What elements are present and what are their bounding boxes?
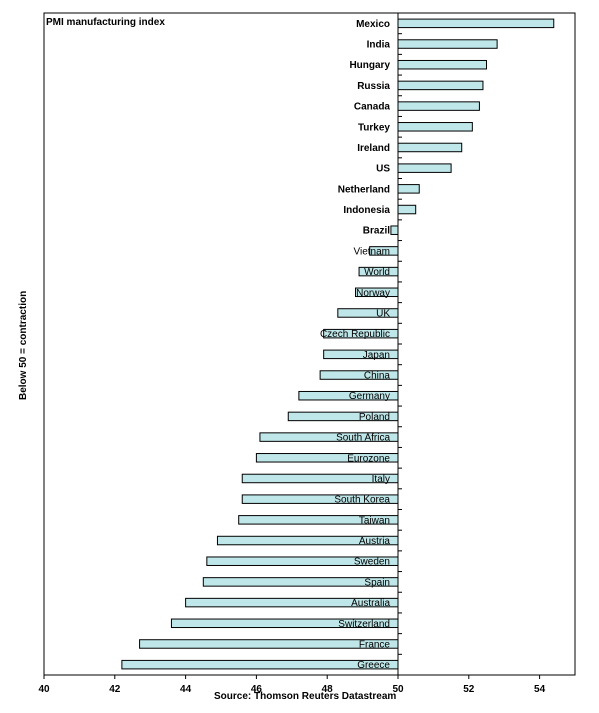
category-label: Germany	[349, 391, 390, 402]
bar	[298, 390, 399, 401]
plot-frame	[43, 12, 576, 676]
category-label: Ireland	[357, 143, 390, 154]
bar	[241, 494, 399, 504]
category-label: Japan	[363, 350, 390, 361]
category-label: Canada	[354, 102, 391, 113]
bar	[202, 577, 399, 587]
bar	[397, 163, 452, 173]
category-label: UK	[376, 308, 390, 319]
category-label: Russia	[357, 81, 390, 92]
x-tick-label: 54	[534, 684, 546, 695]
category-label: South Korea	[334, 495, 390, 506]
bar	[397, 184, 420, 194]
category-label: Spain	[364, 577, 390, 588]
category-label: South Africa	[336, 433, 390, 444]
category-label: China	[364, 371, 391, 382]
category-label: Brazil	[363, 226, 390, 237]
bar	[397, 18, 555, 29]
source-note: Source: Thomson Reuters Datastream	[214, 691, 397, 702]
category-label: Australia	[351, 598, 390, 609]
category-label: Norway	[356, 288, 390, 299]
category-label: Switzerland	[338, 619, 390, 630]
bar	[323, 349, 399, 360]
bar	[216, 535, 399, 546]
category-label: Poland	[359, 412, 390, 423]
bar	[397, 80, 484, 91]
x-tick-label: 52	[463, 684, 475, 695]
bar	[238, 515, 399, 525]
x-tick-label: 48	[322, 684, 334, 695]
category-label: Hungary	[349, 60, 390, 71]
x-tick-label: 50	[392, 684, 404, 695]
bar	[390, 225, 399, 235]
category-label: Sweden	[354, 557, 390, 568]
bar	[185, 597, 399, 608]
bar	[170, 618, 399, 629]
chart-title: PMI manufacturing index	[46, 17, 165, 28]
bar	[397, 101, 480, 111]
x-tick-label: 46	[251, 684, 263, 695]
bar	[121, 659, 399, 670]
bar	[358, 266, 399, 277]
bar	[323, 328, 399, 339]
bar	[259, 432, 399, 442]
category-label: Austria	[359, 536, 391, 547]
category-label: Indonesia	[343, 205, 390, 216]
bar	[355, 287, 399, 298]
category-label: Taiwan	[359, 515, 390, 526]
bar	[369, 246, 399, 256]
category-label: Eurozone	[347, 453, 390, 464]
bar	[397, 122, 473, 132]
bar	[397, 142, 463, 153]
bar	[206, 556, 399, 566]
category-label: France	[359, 639, 391, 650]
x-tick-label: 44	[180, 684, 192, 695]
category-label: India	[367, 40, 391, 51]
bar	[241, 473, 399, 484]
category-label: US	[376, 164, 390, 175]
category-label: Greece	[357, 660, 390, 671]
bar	[139, 639, 399, 649]
bar	[319, 370, 399, 380]
category-label: Netherland	[338, 184, 390, 195]
bar	[255, 453, 399, 463]
category-label: Turkey	[358, 122, 390, 133]
bar	[397, 59, 487, 70]
x-tick-label: 40	[38, 684, 50, 695]
bar	[397, 39, 498, 49]
bar	[287, 411, 399, 422]
category-label: World	[364, 267, 390, 278]
bar	[337, 308, 399, 318]
bar	[397, 204, 417, 215]
category-label: Italy	[372, 474, 390, 485]
category-label: Mexico	[356, 19, 390, 30]
x-tick-label: 42	[109, 684, 121, 695]
category-label: Czech Republic	[320, 329, 390, 340]
category-label: Vietnam	[353, 246, 390, 257]
